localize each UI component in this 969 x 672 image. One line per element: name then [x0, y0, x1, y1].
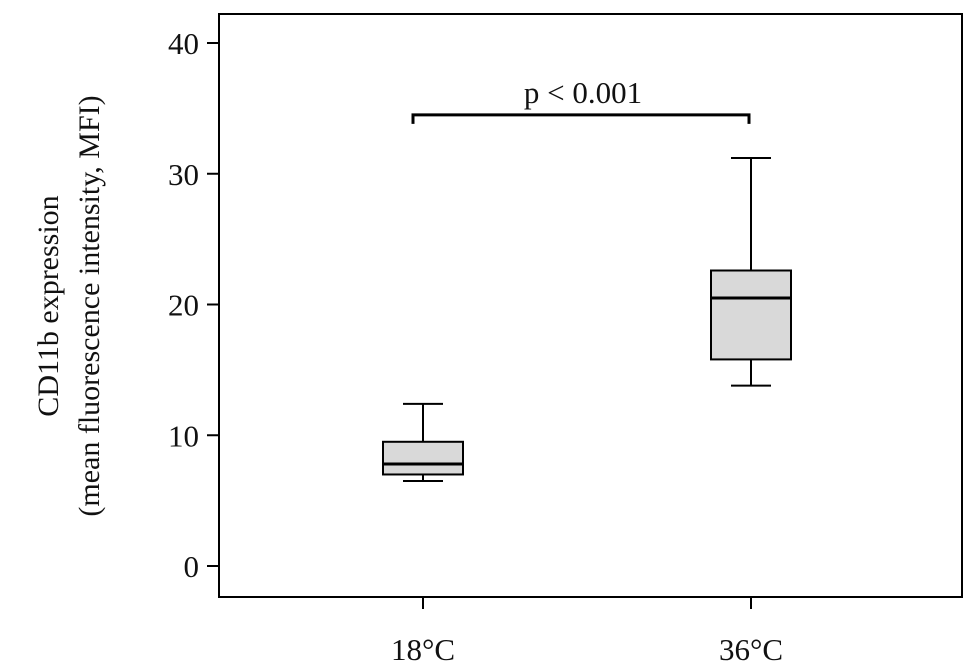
y-tick-label: 40 [168, 26, 199, 61]
x-tick-label: 18°C [391, 632, 455, 667]
y-tick-label: 0 [184, 549, 200, 584]
box-1 [382, 402, 464, 483]
box-series [382, 157, 792, 483]
p-value-label: p < 0.001 [524, 75, 642, 110]
x-axis-ticks: 18°C 36°C [391, 597, 783, 667]
box-2 [710, 157, 792, 387]
iqr-box [382, 440, 464, 476]
significance-annotation: p < 0.001 [411, 75, 751, 124]
x-tick-label: 36°C [719, 632, 783, 667]
iqr-box [710, 269, 792, 361]
significance-bracket [411, 113, 751, 124]
y-tick-label: 10 [168, 418, 199, 453]
y-axis-ticks: 0 10 20 30 40 [168, 26, 219, 584]
y-axis-title-line1: CD11b expression [32, 195, 65, 416]
y-axis-title-line2: (mean fluorescence intensity, MFI) [73, 95, 106, 516]
y-tick-label: 20 [168, 288, 199, 323]
y-tick-label: 30 [168, 157, 199, 192]
